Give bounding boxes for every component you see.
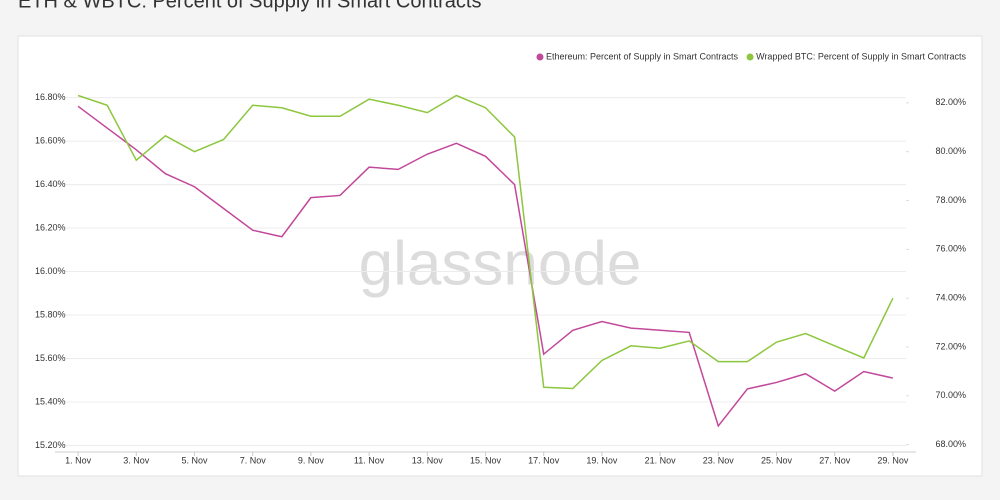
- x-tick-label: 9. Nov: [298, 455, 325, 465]
- y2-tick-label: 82.00%: [935, 97, 966, 107]
- x-tick-label: 29. Nov: [877, 455, 909, 465]
- y2-tick-label: 78.00%: [935, 195, 966, 205]
- y2-tick-label: 70.00%: [935, 390, 966, 400]
- legend-label: Wrapped BTC: Percent of Supply in Smart …: [756, 51, 966, 61]
- y-tick-label: 15.40%: [35, 396, 66, 406]
- x-tick-label: 19. Nov: [586, 455, 618, 465]
- x-tick-label: 7. Nov: [240, 455, 267, 465]
- y-tick-label: 16.40%: [35, 179, 66, 189]
- y-tick-label: 16.20%: [35, 222, 66, 232]
- x-tick-label: 13. Nov: [412, 455, 444, 465]
- legend-swatch: [746, 53, 754, 61]
- y2-tick-label: 68.00%: [935, 439, 966, 449]
- y-tick-label: 16.80%: [35, 92, 66, 102]
- y2-tick-label: 76.00%: [935, 244, 966, 254]
- chart-frame: [17, 35, 983, 477]
- y-tick-label: 15.80%: [35, 309, 66, 319]
- series-line: [77, 94, 894, 390]
- x-tick-label: 21. Nov: [645, 455, 677, 465]
- y-tick-label: 16.60%: [35, 135, 66, 145]
- x-tick-label: 25. Nov: [761, 455, 793, 465]
- y2-tick-label: 72.00%: [935, 341, 966, 351]
- x-tick-label: 3. Nov: [123, 455, 150, 465]
- x-tick-label: 15. Nov: [470, 455, 502, 465]
- y-tick-label: 16.00%: [35, 266, 66, 276]
- x-tick-label: 17. Nov: [528, 455, 560, 465]
- x-tick-label: 1. Nov: [65, 455, 92, 465]
- y-tick-label: 15.60%: [35, 353, 66, 363]
- x-tick-label: 27. Nov: [819, 455, 851, 465]
- legend-swatch: [536, 53, 544, 61]
- series-line: [77, 105, 894, 428]
- legend-label: Ethereum: Percent of Supply in Smart Con…: [546, 51, 739, 61]
- x-tick-label: 5. Nov: [181, 455, 208, 465]
- watermark: glassnode: [359, 229, 642, 298]
- x-tick-label: 23. Nov: [703, 455, 735, 465]
- y2-tick-label: 80.00%: [935, 146, 966, 156]
- y-tick-label: 15.20%: [35, 440, 66, 450]
- y2-tick-label: 74.00%: [935, 293, 966, 303]
- chart-title: ETH & WBTC: Percent of Supply in Smart C…: [18, 0, 481, 12]
- x-tick-label: 11. Nov: [354, 455, 385, 465]
